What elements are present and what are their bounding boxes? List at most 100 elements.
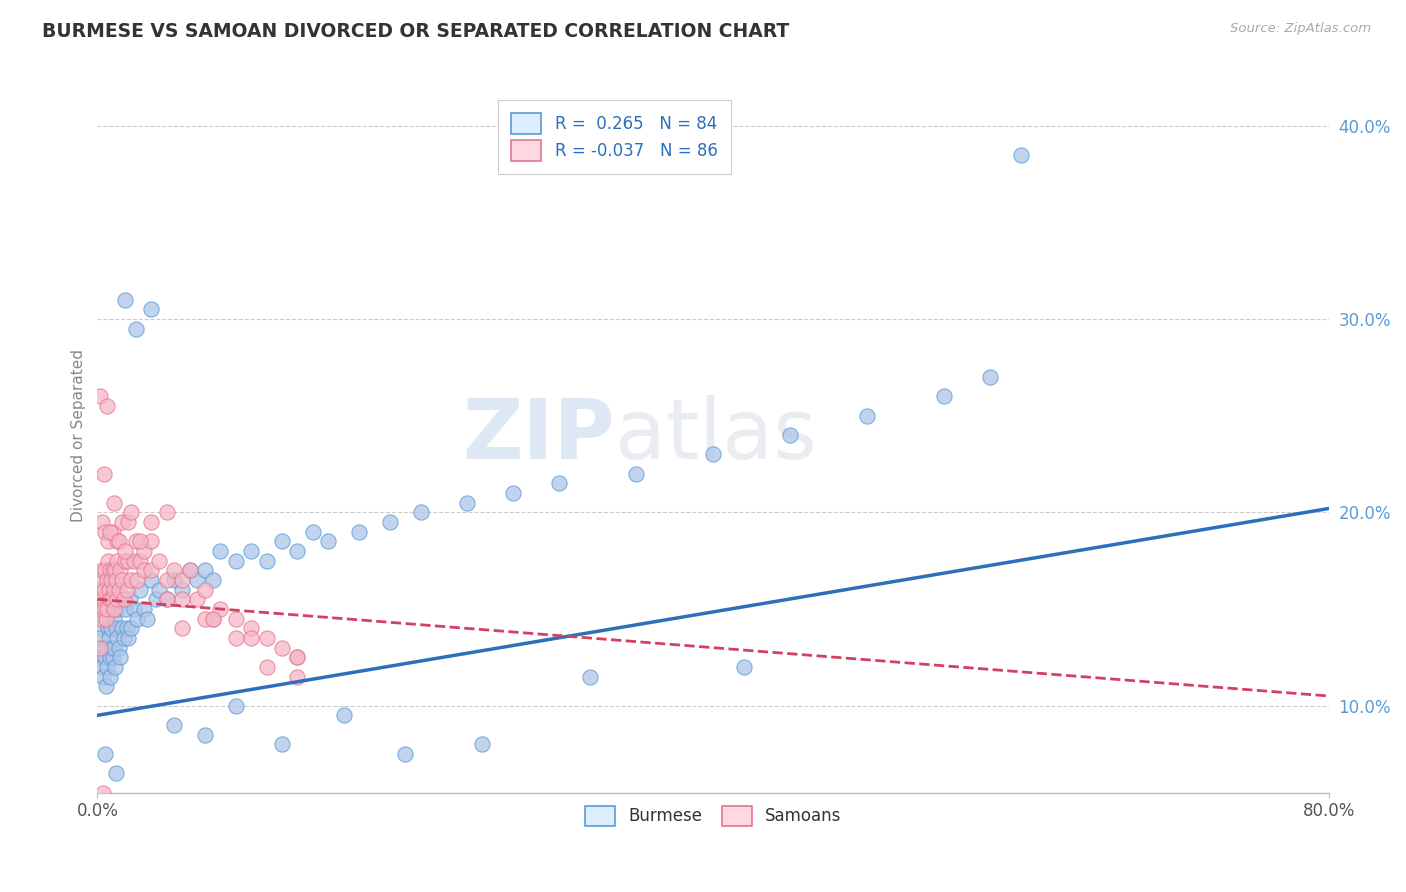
- Point: [856, 409, 879, 423]
- Text: atlas: atlas: [614, 394, 817, 475]
- Point: [163, 718, 186, 732]
- Point: [97, 534, 120, 549]
- Point: [117, 554, 139, 568]
- Point: [378, 515, 401, 529]
- Point: [101, 563, 124, 577]
- Point: [105, 602, 128, 616]
- Point: [302, 524, 325, 539]
- Point: [256, 554, 278, 568]
- Point: [96, 602, 118, 616]
- Point: [579, 670, 602, 684]
- Point: [89, 389, 111, 403]
- Point: [409, 505, 432, 519]
- Point: [100, 621, 122, 635]
- Point: [141, 563, 163, 577]
- Point: [287, 670, 309, 684]
- Point: [225, 554, 247, 568]
- Point: [110, 650, 132, 665]
- Point: [316, 534, 339, 549]
- Point: [105, 592, 128, 607]
- Point: [163, 563, 186, 577]
- Point: [225, 612, 247, 626]
- Point: [120, 573, 142, 587]
- Point: [287, 544, 309, 558]
- Point: [89, 573, 111, 587]
- Point: [93, 640, 115, 655]
- Point: [111, 621, 134, 635]
- Point: [502, 486, 524, 500]
- Point: [124, 554, 146, 568]
- Point: [87, 582, 110, 597]
- Point: [89, 631, 111, 645]
- Text: BURMESE VS SAMOAN DIVORCED OR SEPARATED CORRELATION CHART: BURMESE VS SAMOAN DIVORCED OR SEPARATED …: [42, 22, 789, 41]
- Point: [141, 573, 163, 587]
- Point: [100, 573, 122, 587]
- Point: [394, 747, 416, 761]
- Point: [108, 582, 131, 597]
- Point: [225, 631, 247, 645]
- Point: [100, 650, 122, 665]
- Point: [98, 592, 121, 607]
- Point: [471, 737, 494, 751]
- Point: [100, 563, 122, 577]
- Point: [256, 660, 278, 674]
- Point: [89, 621, 111, 635]
- Point: [132, 563, 155, 577]
- Point: [110, 563, 132, 577]
- Point: [93, 602, 115, 616]
- Point: [103, 612, 125, 626]
- Point: [129, 534, 152, 549]
- Point: [194, 582, 217, 597]
- Point: [97, 582, 120, 597]
- Point: [114, 602, 136, 616]
- Point: [194, 563, 217, 577]
- Point: [103, 640, 125, 655]
- Point: [932, 389, 955, 403]
- Point: [94, 563, 117, 577]
- Point: [103, 602, 125, 616]
- Point: [96, 660, 118, 674]
- Point: [287, 650, 309, 665]
- Text: Source: ZipAtlas.com: Source: ZipAtlas.com: [1230, 22, 1371, 36]
- Point: [271, 737, 294, 751]
- Point: [117, 515, 139, 529]
- Point: [93, 582, 115, 597]
- Point: [114, 293, 136, 307]
- Point: [115, 621, 138, 635]
- Point: [287, 650, 309, 665]
- Point: [156, 592, 179, 607]
- Point: [256, 631, 278, 645]
- Point: [141, 534, 163, 549]
- Point: [96, 573, 118, 587]
- Point: [129, 582, 152, 597]
- Point: [91, 786, 114, 800]
- Point: [97, 631, 120, 645]
- Point: [111, 573, 134, 587]
- Point: [132, 544, 155, 558]
- Point: [271, 534, 294, 549]
- Point: [271, 640, 294, 655]
- Point: [209, 544, 232, 558]
- Point: [103, 582, 125, 597]
- Point: [91, 660, 114, 674]
- Point: [98, 524, 121, 539]
- Point: [91, 592, 114, 607]
- Point: [702, 447, 724, 461]
- Point: [240, 621, 263, 635]
- Point: [209, 602, 232, 616]
- Point: [156, 505, 179, 519]
- Point: [170, 592, 193, 607]
- Point: [111, 515, 134, 529]
- Point: [104, 621, 127, 635]
- Point: [104, 766, 127, 780]
- Point: [225, 698, 247, 713]
- Point: [194, 612, 217, 626]
- Point: [103, 496, 125, 510]
- Point: [127, 612, 149, 626]
- Point: [105, 534, 128, 549]
- Point: [120, 621, 142, 635]
- Point: [332, 708, 354, 723]
- Point: [141, 515, 163, 529]
- Point: [108, 640, 131, 655]
- Point: [347, 524, 370, 539]
